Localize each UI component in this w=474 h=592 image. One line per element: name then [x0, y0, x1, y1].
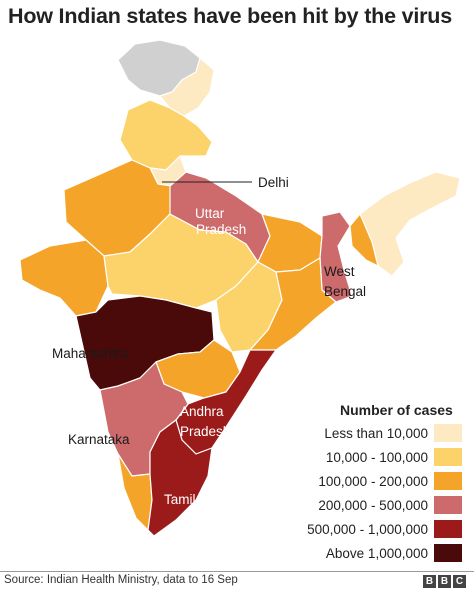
legend-label: Above 1,000,000: [325, 545, 428, 561]
legend-item: 200,000 - 500,000: [318, 496, 462, 514]
legend-item: Above 1,000,000: [326, 544, 462, 562]
state-tamil-nadu: [147, 419, 213, 537]
state-west-bengal: [319, 211, 353, 303]
legend-swatch: [434, 544, 462, 562]
legend-swatch: [434, 424, 462, 442]
map-title: How Indian states have been hit by the v…: [8, 4, 453, 28]
legend-item: 500,000 - 1,000,000: [307, 520, 462, 538]
bbc-logo: B B C: [423, 575, 466, 588]
label-uttar-pradesh-2: Pradesh: [196, 222, 246, 237]
bbc-logo-letter: B: [423, 575, 436, 588]
legend-title: Number of cases: [340, 402, 453, 418]
label-delhi: Delhi: [258, 175, 289, 190]
bbc-logo-letter: C: [453, 575, 466, 588]
state-northeast-light: [359, 171, 461, 277]
legend-swatch: [434, 472, 462, 490]
legend-label: 200,000 - 500,000: [318, 497, 428, 513]
legend-item: Less than 10,000: [324, 424, 462, 442]
label-maharashtra: Maharashtra: [52, 346, 128, 361]
label-tamil-nadu: Tamil Nadu: [164, 492, 232, 507]
state-assam: [349, 213, 379, 267]
state-gujarat: [19, 239, 109, 317]
india-states-map: Delhi Uttar Pradesh West Bengal Maharash…: [19, 39, 461, 537]
label-andhra-pradesh-2: Pradesh: [180, 424, 230, 439]
state-north-yellow: [119, 99, 213, 171]
legend-item: 100,000 - 200,000: [318, 472, 462, 490]
label-andhra-pradesh-1: Andhra: [180, 404, 224, 419]
legend-swatch: [434, 496, 462, 514]
legend-label: 10,000 - 100,000: [325, 449, 428, 465]
label-west-bengal-2: Bengal: [324, 284, 366, 299]
legend-swatch: [434, 448, 462, 466]
bbc-logo-letter: B: [438, 575, 451, 588]
legend-label: 100,000 - 200,000: [318, 473, 428, 489]
legend-label: Less than 10,000: [324, 425, 428, 441]
legend-swatch: [434, 520, 462, 538]
footer-divider: [0, 571, 474, 572]
label-west-bengal-1: West: [324, 264, 355, 279]
legend-item: 10,000 - 100,000: [326, 448, 462, 466]
legend-label: 500,000 - 1,000,000: [307, 521, 428, 537]
state-odisha: [249, 257, 337, 351]
label-karnataka: Karnataka: [68, 432, 130, 447]
label-uttar-pradesh-1: Uttar: [195, 206, 225, 221]
source-note: Source: Indian Health Ministry, data to …: [4, 574, 238, 586]
